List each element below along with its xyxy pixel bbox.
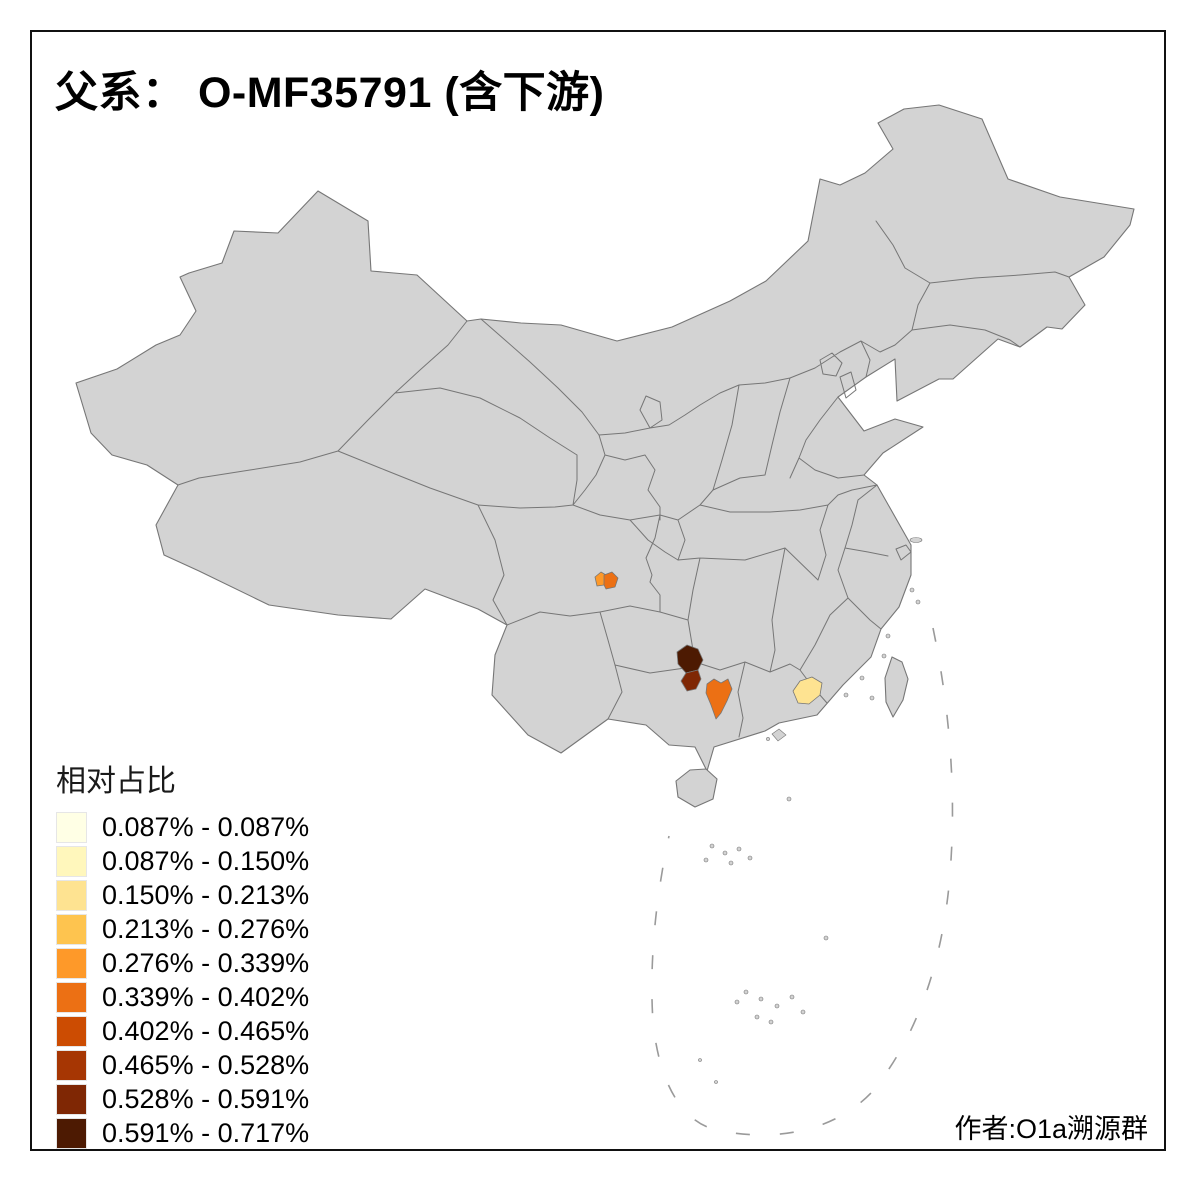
highlight-east-guangdong bbox=[792, 676, 823, 705]
province-borders bbox=[177, 220, 1070, 738]
legend-row: 0.276% - 0.339% bbox=[56, 948, 309, 979]
mainland-landmass bbox=[75, 104, 1135, 772]
highlight-south-sichuan-b bbox=[603, 571, 619, 590]
legend-label: 0.528% - 0.591% bbox=[102, 1084, 310, 1114]
highlight-guizhou-lower bbox=[680, 669, 702, 692]
page-title: 父系： O-MF35791 (含下游) bbox=[55, 69, 605, 117]
legend-row: 0.402% - 0.465% bbox=[56, 1016, 309, 1047]
legend-label: 0.276% - 0.339% bbox=[102, 948, 310, 978]
legend-row: 0.465% - 0.528% bbox=[56, 1050, 309, 1081]
legend-swatch bbox=[56, 1084, 87, 1115]
province-borders-central bbox=[572, 484, 912, 599]
province-borders-northeast bbox=[860, 220, 1070, 378]
legend-label: 0.591% - 0.717% bbox=[102, 1118, 310, 1148]
coastal-islets bbox=[766, 537, 923, 742]
hainan-island bbox=[675, 768, 718, 808]
legend-swatch bbox=[56, 982, 87, 1013]
legend-swatch bbox=[56, 1118, 87, 1149]
legend-row: 0.087% - 0.087% bbox=[56, 812, 309, 843]
legend-swatch bbox=[56, 948, 87, 979]
legend-label: 0.339% - 0.402% bbox=[102, 982, 310, 1012]
province-borders-west bbox=[177, 318, 661, 626]
landmass-group bbox=[75, 104, 1135, 808]
legend-title: 相对占比 bbox=[56, 765, 176, 798]
legend-label: 0.402% - 0.465% bbox=[102, 1016, 310, 1046]
highlighted-regions bbox=[594, 571, 823, 720]
map-legend: 相对占比 0.087% - 0.087% 0.087% - 0.150% 0.1… bbox=[56, 756, 309, 1152]
taiwan-island bbox=[884, 656, 909, 718]
legend-swatch bbox=[56, 914, 87, 945]
legend-row: 0.528% - 0.591% bbox=[56, 1084, 309, 1115]
highlight-north-guangxi bbox=[705, 678, 733, 720]
highlight-guizhou-upper bbox=[676, 644, 704, 674]
author-attribution: 作者:O1a溯源群 bbox=[954, 1114, 1148, 1144]
legend-row: 0.591% - 0.717% bbox=[56, 1118, 309, 1149]
legend-label: 0.213% - 0.276% bbox=[102, 914, 310, 944]
nine-dash-line bbox=[651, 627, 954, 1136]
legend-swatch bbox=[56, 846, 87, 877]
legend-row: 0.150% - 0.213% bbox=[56, 880, 309, 911]
south-sea-islets bbox=[698, 796, 829, 1084]
legend-label: 0.087% - 0.150% bbox=[102, 846, 310, 876]
legend-row: 0.087% - 0.150% bbox=[56, 846, 309, 877]
legend-swatch bbox=[56, 1050, 87, 1081]
legend-swatch bbox=[56, 812, 87, 843]
province-borders-north bbox=[598, 340, 865, 491]
legend-swatch bbox=[56, 1016, 87, 1047]
legend-swatch bbox=[56, 880, 87, 911]
legend-label: 0.465% - 0.528% bbox=[102, 1050, 310, 1080]
legend-row: 0.213% - 0.276% bbox=[56, 914, 309, 945]
legend-label: 0.150% - 0.213% bbox=[102, 880, 310, 910]
legend-row: 0.339% - 0.402% bbox=[56, 982, 309, 1013]
legend-label: 0.087% - 0.087% bbox=[102, 812, 310, 842]
